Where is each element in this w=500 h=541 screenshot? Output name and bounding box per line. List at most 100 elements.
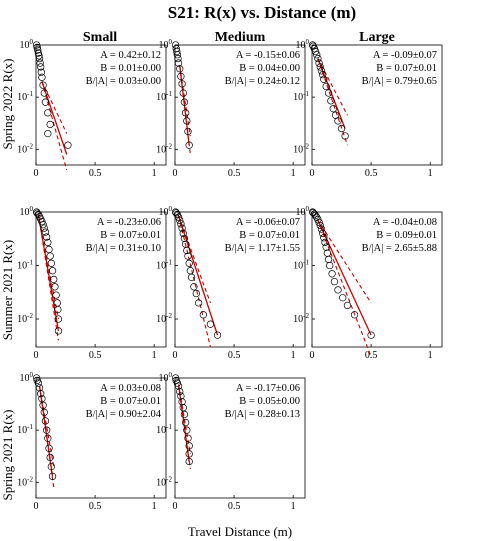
data-point xyxy=(324,255,333,264)
y-tick-label: 10-1 xyxy=(17,90,33,103)
data-point xyxy=(38,218,46,226)
data-point xyxy=(311,211,320,220)
data-point xyxy=(64,141,72,149)
y-tick-label: 100 xyxy=(20,371,34,384)
fit-bound-upper xyxy=(37,214,59,320)
data-point xyxy=(320,75,328,83)
data-point xyxy=(47,462,56,471)
data-point xyxy=(185,141,193,149)
data-point xyxy=(183,426,191,434)
fit-bound-lower xyxy=(317,220,372,357)
x-tick-label: 0.5 xyxy=(228,168,241,179)
axes-box xyxy=(311,211,443,348)
data-point xyxy=(177,72,185,81)
stats-line: B = 0.04±0.00 xyxy=(239,63,300,74)
data-point xyxy=(174,382,183,390)
x-tick-label: 1 xyxy=(152,501,157,512)
x-tick-label: 0 xyxy=(310,350,315,361)
x-tick-label: 0 xyxy=(310,168,315,179)
y-tick-label: 10-2 xyxy=(156,142,172,155)
data-point xyxy=(185,457,193,466)
data-point xyxy=(317,67,326,75)
y-tick-label: 10-2 xyxy=(156,475,172,488)
data-point xyxy=(172,45,180,53)
stats-line: B = 0.07±0.01 xyxy=(376,63,437,74)
data-point xyxy=(190,283,198,291)
data-point xyxy=(213,331,222,339)
row-label-summer-2021: Summer 2021 R(x) xyxy=(0,240,15,340)
data-point xyxy=(47,259,56,267)
fit-line xyxy=(317,220,372,336)
stats-line: A = 0.03±0.08 xyxy=(100,383,161,394)
data-point xyxy=(39,81,47,89)
data-point xyxy=(206,320,215,328)
data-point xyxy=(322,82,330,91)
y-tick-label: 10-2 xyxy=(156,312,172,325)
data-point xyxy=(180,98,189,106)
data-point xyxy=(339,294,347,302)
panel-0-2: 0 0.5 1 100 10-1 10-2 A = -0.09±0.07 B = 0.07±0… xyxy=(293,38,443,179)
data-point xyxy=(185,450,193,458)
data-point xyxy=(183,117,191,125)
stats-line: A = -0.15±0.06 xyxy=(236,50,300,61)
x-tick-label: 0.5 xyxy=(365,168,378,179)
stats-line: A = 0.42±0.12 xyxy=(100,50,161,61)
axes-box xyxy=(311,44,443,166)
data-point xyxy=(51,283,59,291)
figure-title: S21: R(x) vs. Distance (m) xyxy=(168,3,356,22)
data-point xyxy=(183,246,191,255)
data-point xyxy=(38,73,46,81)
data-point xyxy=(36,59,44,67)
data-point xyxy=(45,444,53,452)
data-point xyxy=(178,398,186,406)
fit-bound-upper xyxy=(317,58,348,116)
column-title-large: Large xyxy=(359,30,395,45)
data-point xyxy=(44,434,52,442)
x-tick-label: 1 xyxy=(291,350,296,361)
data-point xyxy=(185,442,193,450)
data-point xyxy=(192,289,200,298)
data-point xyxy=(322,243,330,251)
data-point xyxy=(316,63,324,71)
data-point xyxy=(328,270,336,278)
data-point xyxy=(337,124,346,133)
data-point xyxy=(320,234,328,242)
y-tick-label: 10-1 xyxy=(156,423,172,436)
x-tick-label: 1 xyxy=(428,350,433,361)
data-point xyxy=(341,132,349,140)
y-tick-label: 10-1 xyxy=(293,259,309,272)
data-point xyxy=(315,218,323,227)
data-point xyxy=(185,259,193,267)
data-point xyxy=(317,225,326,233)
fit-line xyxy=(41,81,68,155)
x-tick-label: 0.5 xyxy=(89,501,102,512)
data-point xyxy=(177,392,185,400)
data-point xyxy=(34,210,43,219)
x-tick-label: 0 xyxy=(173,168,178,179)
data-point xyxy=(176,216,184,224)
data-point xyxy=(330,277,339,286)
stats-line: B/|A| = 2.65±5.88 xyxy=(362,243,437,254)
fit-bound-lower xyxy=(178,215,211,348)
y-tick-label: 10-1 xyxy=(17,423,33,436)
data-point xyxy=(179,229,187,237)
stats-line: B = 0.07±0.01 xyxy=(239,230,300,241)
data-point xyxy=(46,120,54,129)
stats-line: A = -0.06±0.07 xyxy=(236,217,300,228)
stats-line: B/|A| = 0.03±0.00 xyxy=(86,76,161,87)
x-tick-label: 0.5 xyxy=(89,350,102,361)
data-point xyxy=(178,80,186,88)
fit-line xyxy=(177,215,219,336)
x-axis-label: Travel Distance (m) xyxy=(188,524,292,539)
data-point xyxy=(42,426,51,434)
y-tick-label: 10-1 xyxy=(293,90,309,103)
data-point xyxy=(52,291,60,299)
x-tick-label: 1 xyxy=(291,501,296,512)
data-point xyxy=(326,261,334,270)
x-tick-label: 0 xyxy=(173,501,178,512)
data-point xyxy=(34,46,42,54)
data-point xyxy=(315,59,323,67)
data-point xyxy=(44,129,52,138)
data-point xyxy=(45,245,53,254)
